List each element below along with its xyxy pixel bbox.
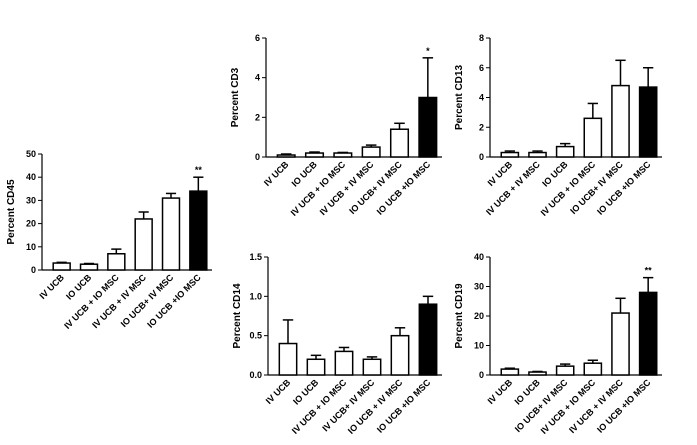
x-tick-label: IO UCB +IO MSC [595,377,653,435]
y-axis-label: Percent CD19 [454,283,465,348]
bar [583,117,603,158]
bar [638,291,658,376]
x-tick-label: IV UCB [264,377,293,406]
bar [390,334,410,376]
y-tick-label: 4 [255,73,260,83]
y-tick-label: 8 [479,33,484,43]
y-tick-label: 2 [479,122,484,132]
x-tick-label: IV UCB + IV MSC [484,159,542,217]
y-tick-label: 0.0 [249,370,262,380]
bar [500,368,520,376]
y-axis-label: Percent CD45 [6,179,17,244]
bar [362,358,382,376]
y-tick-label: 2 [255,112,260,122]
bar [134,218,153,271]
y-tick-label: 20 [474,311,484,321]
x-tick-label: IV UCB [37,272,66,301]
y-tick-label: 10 [474,341,484,351]
bar [161,197,181,271]
bar [79,263,99,271]
bar [306,358,326,376]
bar [555,145,575,158]
bar [611,312,630,376]
bar [107,253,126,271]
bar [638,86,658,158]
y-tick-label: 0 [31,265,36,275]
x-tick-label: IV UCB [486,377,515,406]
x-tick-label: IO UCB +IO MSC [595,159,653,217]
y-tick-label: 30 [26,195,36,205]
y-tick-label: 0 [479,152,484,162]
y-tick-label: 20 [26,219,36,229]
y-axis-label: Percent CD14 [232,283,243,348]
bar [333,152,353,158]
x-tick-label: IO UCB +IO MSC [375,159,433,217]
significance: ** [645,266,653,276]
y-tick-label: 40 [26,172,36,182]
bar [500,151,520,158]
y-tick-label: 0 [255,152,260,162]
y-tick-label: 0.5 [249,331,262,341]
bar [555,365,575,376]
y-tick-label: 10 [26,242,36,252]
bar [361,146,381,158]
y-axis-label: Percent CD13 [454,65,465,130]
y-tick-label: 1.0 [249,291,262,301]
bar [278,342,298,376]
bar [276,154,296,158]
y-tick-label: 30 [474,282,484,292]
bar [528,371,547,376]
x-tick-label: IV UCB [262,159,291,188]
bar [334,350,354,376]
bar [418,96,438,158]
x-tick-label: IO UCB +IO MSC [145,272,203,330]
bar [52,262,71,271]
bar [528,151,547,158]
y-tick-label: 6 [255,33,260,43]
bar [418,303,438,376]
y-tick-label: 40 [474,252,484,262]
bar [389,128,410,158]
y-tick-label: 50 [26,149,36,159]
significance: ** [195,165,203,175]
y-axis-label: Percent CD3 [230,67,241,127]
bar [611,84,630,158]
y-tick-label: 4 [479,93,484,103]
y-tick-label: 6 [479,63,484,73]
bar [304,152,325,158]
bar [189,190,208,271]
significance: * [426,46,430,56]
x-tick-label: IO UCB +IO MSC [375,377,433,435]
y-tick-label: 0 [479,370,484,380]
y-tick-label: 1.5 [249,252,262,262]
bar [583,362,603,376]
